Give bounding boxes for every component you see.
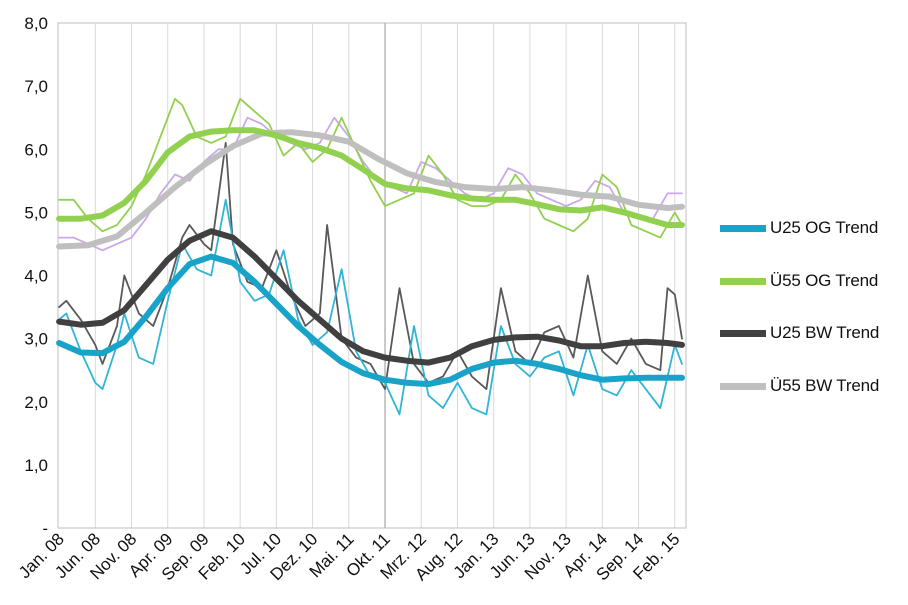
legend-swatch-u25-bw-trend <box>720 329 766 337</box>
series-line-u55-og-trend <box>56 127 685 228</box>
y-tick-label: 8,0 <box>24 14 48 33</box>
y-tick-label: 1,0 <box>24 456 48 475</box>
legend-label-u55-og-trend: Ü55 OG Trend <box>770 271 879 290</box>
legend-item-u25-bw-trend: U25 BW Trend <box>720 321 879 345</box>
legend-swatch-u55-bw-trend <box>720 382 766 390</box>
y-tick-label: 6,0 <box>24 140 48 159</box>
legend-swatch-u25-og-trend <box>720 224 766 232</box>
series-line-u25-bw-trend <box>56 228 685 366</box>
y-tick-label: 2,0 <box>24 393 48 412</box>
series-line-u55-og-raw <box>58 97 683 239</box>
legend-item-u25-og-trend: U25 OG Trend <box>720 216 878 240</box>
y-tick-label: 7,0 <box>24 77 48 96</box>
series-line-u25-og-trend <box>56 253 685 388</box>
legend-item-u55-bw-trend: Ü55 BW Trend <box>720 374 879 398</box>
legend-item-u55-og-trend: Ü55 OG Trend <box>720 269 878 293</box>
series-line-u25-bw-raw <box>58 141 683 391</box>
y-tick-label: - <box>42 519 48 538</box>
legend-label-u25-og-trend: U25 OG Trend <box>770 218 879 237</box>
series-line-u55-bw-raw <box>58 116 683 252</box>
legend-label-u55-bw-trend: Ü55 BW Trend <box>770 376 880 395</box>
y-tick-label: 4,0 <box>24 267 48 286</box>
y-tick-label: 3,0 <box>24 330 48 349</box>
series-line-u55-bw-trend <box>56 129 685 250</box>
y-tick-label: 5,0 <box>24 203 48 222</box>
legend-swatch-u55-og-trend <box>720 277 766 285</box>
legend-label-u25-bw-trend: U25 BW Trend <box>770 323 880 342</box>
legend: U25 OG Trend Ü55 OG Trend U25 BW Trend Ü… <box>720 0 908 605</box>
series-line-u25-og-raw <box>58 198 683 416</box>
